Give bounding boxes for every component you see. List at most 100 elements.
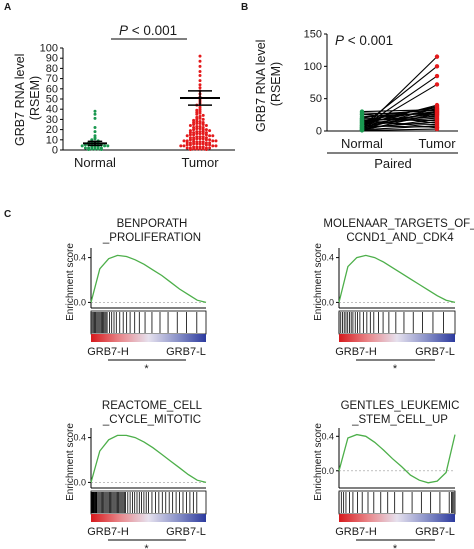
gsea-ytick-label: 0.0 <box>73 477 86 487</box>
panel-a-pvalue: P < 0.001 <box>119 23 177 38</box>
panel-a-point <box>103 144 107 148</box>
panel-letter-a: A <box>4 2 11 13</box>
panel-b-ytick-label: 50 <box>310 93 322 105</box>
gsea-group-low: GRB7-L <box>415 526 455 538</box>
panel-b-p-symbol: P <box>335 33 344 48</box>
panel-b-ytick-label: 0 <box>316 126 322 138</box>
gsea-ytick-label: 0.0 <box>73 297 86 307</box>
panel-a-point <box>195 121 199 125</box>
gsea-rank-gradient <box>91 514 206 522</box>
gsea-ytick-label: 0.0 <box>321 297 334 307</box>
panel-a-point <box>195 112 199 116</box>
panel-a-point <box>201 147 205 151</box>
gsea-rank-gradient <box>91 334 206 342</box>
panel-b-ytick-label: 150 <box>304 29 322 41</box>
panel-a-ylabel-line1: GRB7 RNA level <box>13 54 27 146</box>
gsea-enrichment-curve <box>338 254 456 304</box>
panel-b-ylabel-line2: (RSEM) <box>269 62 283 106</box>
panel-a-point <box>179 144 183 148</box>
panel-a-point <box>188 143 192 147</box>
panel-b-axes: 0 50 100 150 <box>304 29 458 138</box>
panel-a-point <box>198 69 202 73</box>
gsea-hit-panel <box>90 310 207 335</box>
panel-a-p-symbol: P <box>119 23 128 38</box>
gsea-group-low: GRB7-L <box>166 346 206 358</box>
gsea-title-line: _STEM_CELL_UP <box>351 414 448 426</box>
gsea-plot-molenaar: MOLENAAR_TARGETS_OF_ CCND1_AND_CDK4 Enrich… <box>313 218 474 375</box>
panel-a-point <box>182 139 186 143</box>
panel-a-point <box>93 116 97 120</box>
panel-a-point <box>214 139 218 143</box>
panel-a-ylabel: GRB7 RNA level (RSEM) <box>13 50 42 146</box>
panel-a-point <box>201 117 205 121</box>
panel-a-point <box>204 133 208 137</box>
panel-letter-c: C <box>4 209 11 220</box>
panel-a-point <box>93 109 97 113</box>
panel-b-pair-line <box>361 119 438 129</box>
panel-b-pair-lines <box>359 54 440 133</box>
panel-a-ytick-label: 40 <box>46 104 58 116</box>
panel-a-ytick-label: 90 <box>46 53 58 65</box>
gsea-group-low: GRB7-L <box>415 346 455 358</box>
panel-a-point <box>195 127 199 131</box>
panel-b-ytick-label: 100 <box>304 61 322 73</box>
gsea-group-high: GRB7-H <box>87 346 129 358</box>
gsea-title-line: BENPORATH <box>117 218 188 230</box>
panel-b-tumor-point <box>434 73 440 79</box>
panel-b-tumor-point <box>434 54 440 59</box>
panel-b-pvalue: P < 0.001 <box>335 33 393 48</box>
panel-letter-b: B <box>241 2 248 13</box>
gsea-hit-panel <box>338 490 456 515</box>
panel-a-point <box>198 79 202 83</box>
gsea-significance-marker: * <box>393 543 398 549</box>
panel-a-point <box>83 146 87 150</box>
panel-a-point <box>192 128 196 132</box>
panel-a-point <box>185 134 189 138</box>
panel-a-point <box>211 144 215 148</box>
panel-b-tumor-point <box>434 126 440 132</box>
panel-a-point <box>204 124 208 128</box>
gsea-title-line: _PROLIFERATION <box>102 232 201 244</box>
panel-a-point <box>192 147 196 151</box>
gsea-ylabel: Enrichment score <box>313 423 324 501</box>
gsea-ylabel: Enrichment score <box>65 243 76 321</box>
panel-a-points <box>80 54 218 151</box>
gsea-enrichment-curve <box>338 433 456 484</box>
panel-a-ytick-label: 80 <box>46 63 58 75</box>
panel-a-point <box>195 132 199 136</box>
gsea-significance-marker: * <box>144 363 149 375</box>
panel-a-point <box>198 142 202 146</box>
panel-a-ytick-label: 50 <box>46 94 58 106</box>
panel-a-ytick-label: 10 <box>46 134 58 146</box>
gsea-ytick-label: 0.0 <box>321 466 334 476</box>
panel-a-point <box>211 134 215 138</box>
panel-a-point <box>198 121 202 125</box>
panel-b-tumor-point <box>434 64 440 69</box>
gsea-plot-reactome: REACTOME_CELL _CYCLE_MITOTIC Enrichment sc… <box>65 400 207 549</box>
panel-a-point <box>198 83 202 87</box>
gsea-title-line: GENTLES_LEUKEMIC <box>341 400 460 412</box>
panel-b-pair-line <box>361 109 438 113</box>
gsea-ylabel: Enrichment score <box>65 423 76 501</box>
panel-a-point <box>198 74 202 78</box>
panel-a-point <box>208 143 212 147</box>
panel-a-point <box>93 147 97 151</box>
panel-a-error-bars <box>83 90 220 147</box>
panel-a-ylabel-line2: (RSEM) <box>28 76 42 120</box>
panel-b-tumor-point <box>434 82 440 87</box>
panel-a-point <box>93 137 97 141</box>
panel-b-category-normal: Normal <box>341 136 383 151</box>
panel-b-normal-point <box>359 111 365 117</box>
panel-a-point <box>214 144 218 148</box>
panel-a-point <box>198 137 202 141</box>
panel-b-pair-line <box>361 128 438 131</box>
panel-a-point <box>204 138 208 142</box>
panel-a-point <box>188 138 192 142</box>
panel-a-point <box>192 123 196 126</box>
gsea-ytick-label: 0.4 <box>73 433 86 443</box>
panel-b-pair-line <box>361 113 438 123</box>
gsea-title-line: CCND1_AND_CDK4 <box>346 232 454 244</box>
panel-a-ytick-label: 60 <box>46 83 58 95</box>
panel-a-point <box>192 142 196 146</box>
panel-a-ytick-label: 100 <box>40 43 58 55</box>
